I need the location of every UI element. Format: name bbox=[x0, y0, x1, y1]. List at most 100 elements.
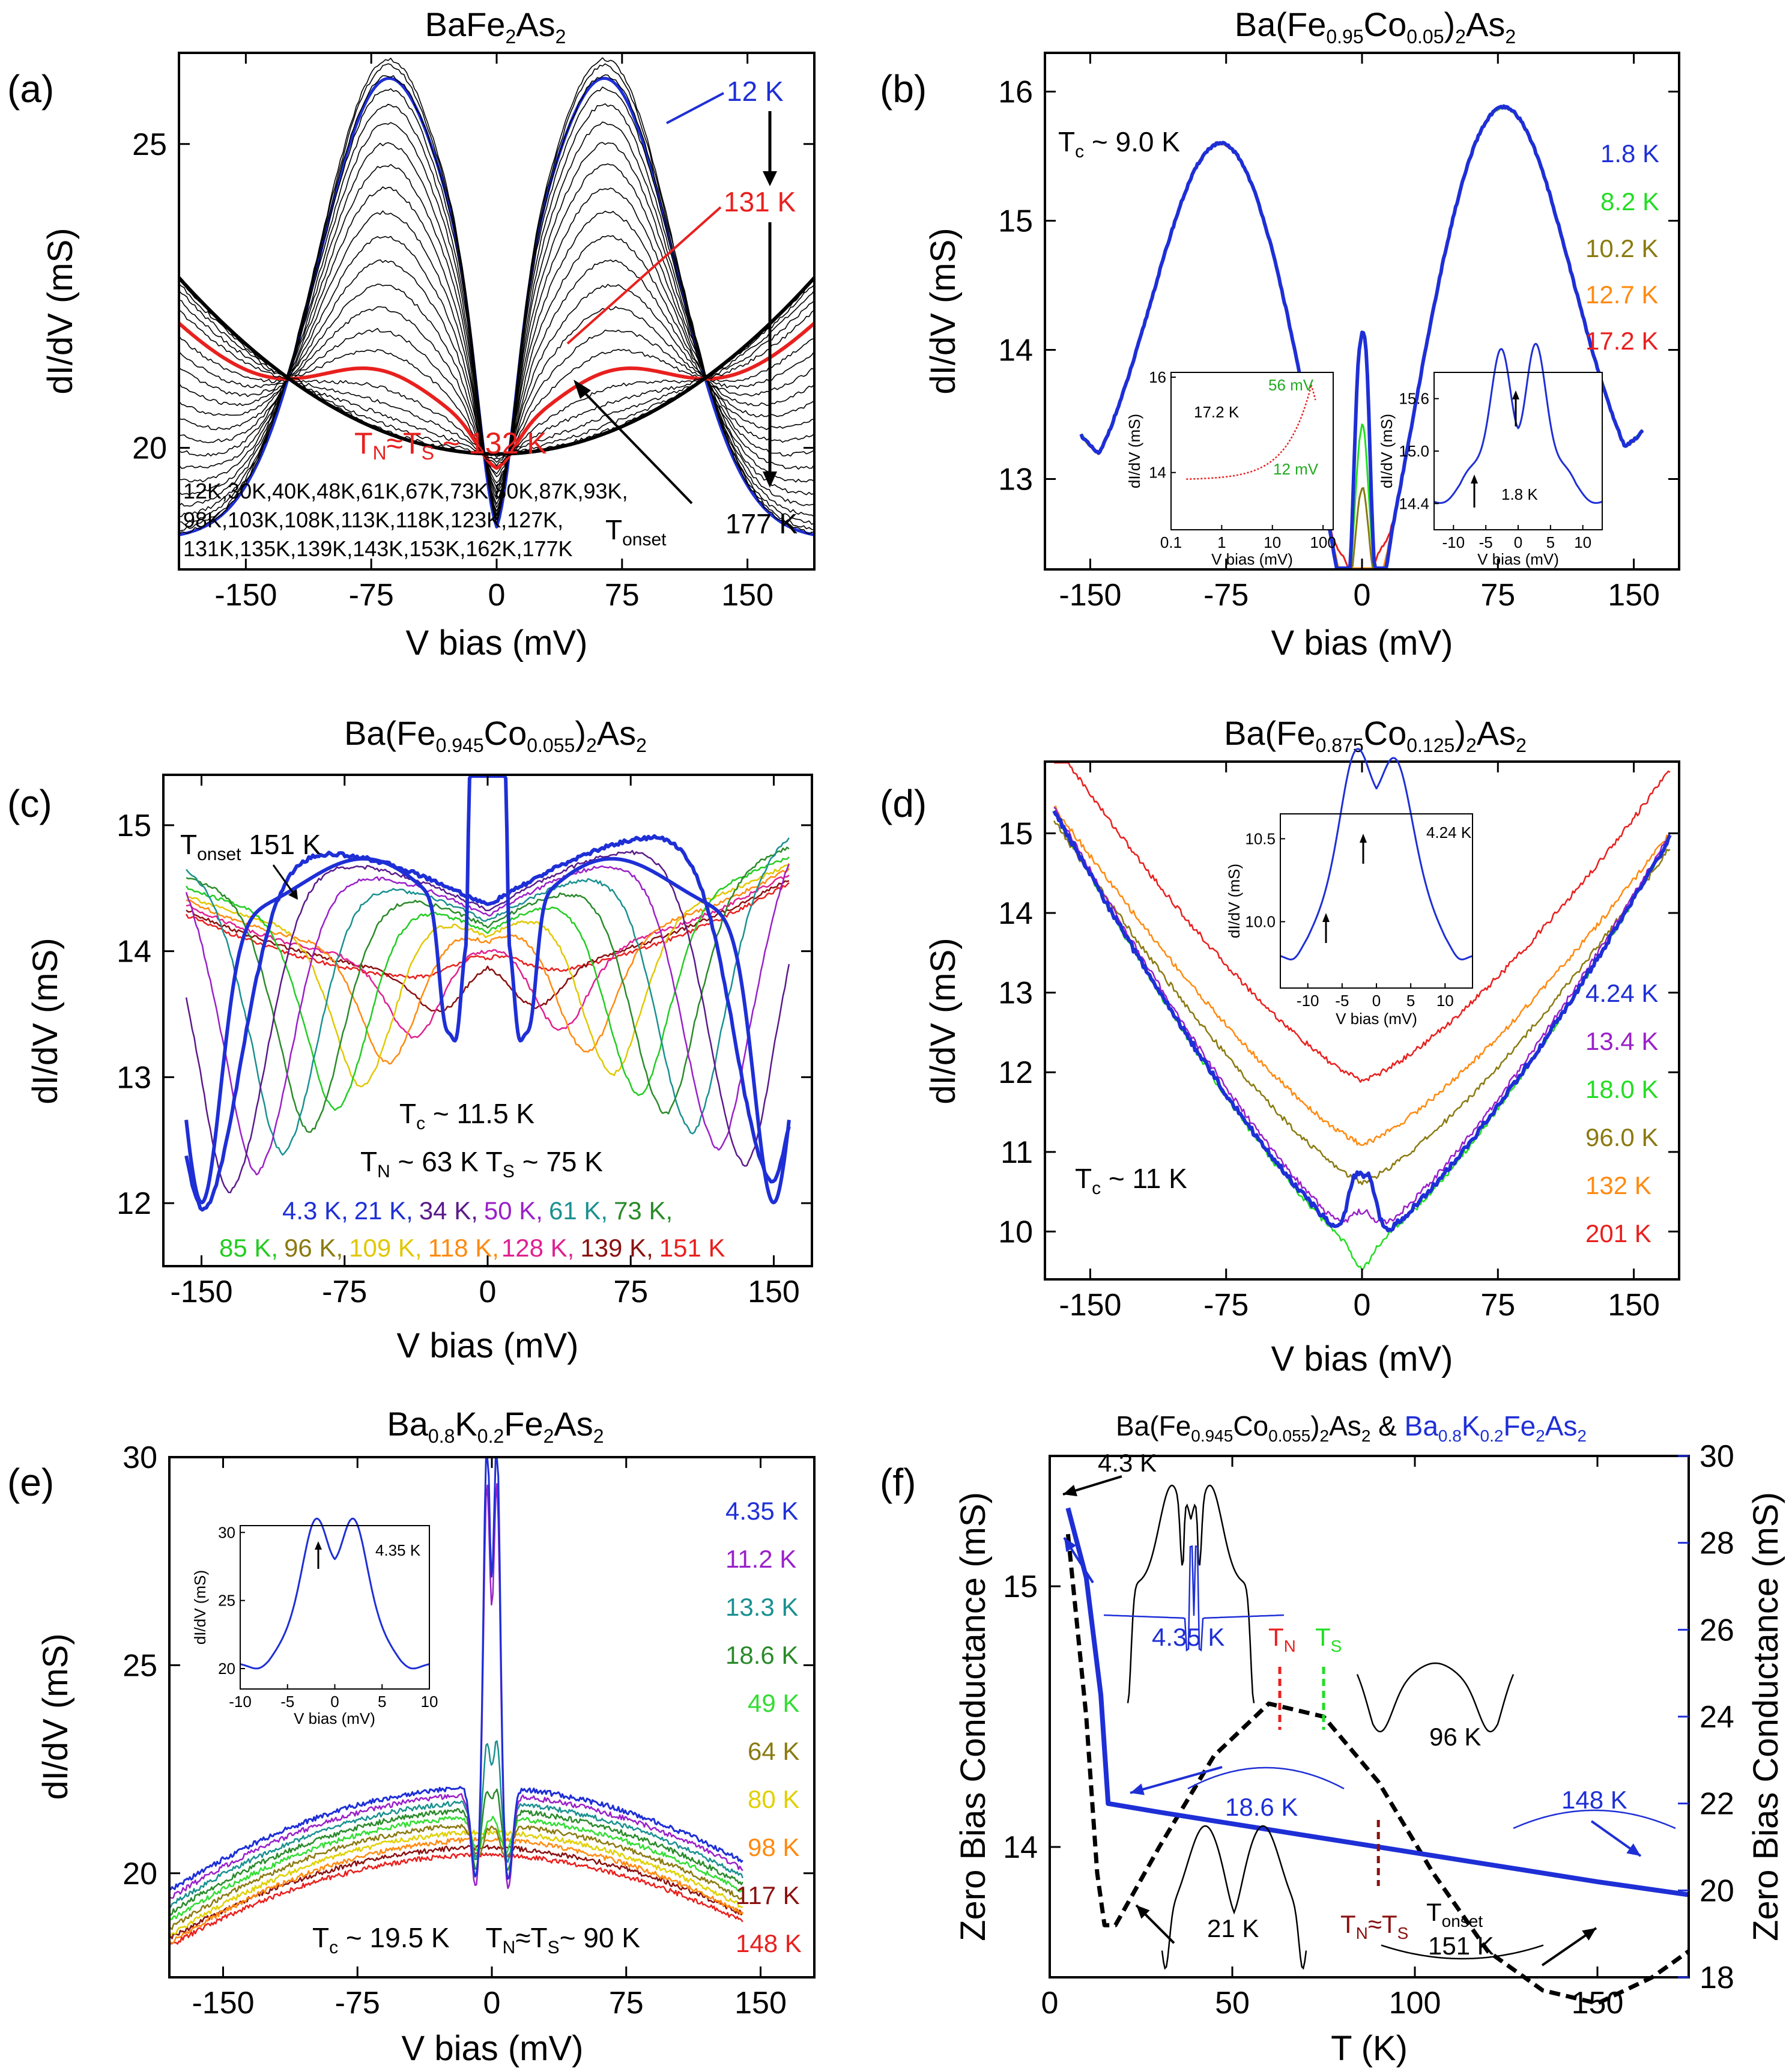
panel-d-legend: 4.24 K 13.4 K 18.0 K 96.0 K 132 K 201 K bbox=[1585, 979, 1658, 1248]
panel-d-ytick-label: 11 bbox=[1000, 1135, 1033, 1170]
panel-c-ytick-label: 14 bbox=[117, 935, 151, 969]
panel-e-legend-3: 13.3 K bbox=[725, 1593, 798, 1621]
panel-f-arrow-148k-head bbox=[1626, 1843, 1641, 1856]
panel-d-letter: (d) bbox=[880, 782, 927, 825]
panel-d-xtick-label: 0 bbox=[1354, 1288, 1371, 1323]
panel-f-xtick-label: 150 bbox=[1572, 1986, 1624, 2021]
panel-e-inset-ytick-label: 30 bbox=[218, 1523, 235, 1541]
panel-f-xtick-label: 0 bbox=[1041, 1986, 1059, 2021]
panel-b-xtick-label: 75 bbox=[1480, 578, 1515, 613]
panel-b-ytick-label: 16 bbox=[998, 75, 1033, 110]
panel-b-tc: Tc ~ 9.0 K bbox=[1058, 126, 1180, 162]
panel-e-curve-4 bbox=[169, 1824, 743, 1930]
panel-d-curves bbox=[1052, 762, 1672, 1271]
panel-a-curve-12k bbox=[178, 76, 815, 536]
panel-a-tonset-value: 177 K bbox=[725, 508, 798, 539]
panel-f-sketch-4-35k bbox=[1103, 1545, 1285, 1652]
panel-c-xlabel: V bias (mV) bbox=[397, 1326, 579, 1365]
panel-f-label-148k: 148 K bbox=[1561, 1786, 1627, 1814]
panel-e-inset-xtick-label: -5 bbox=[280, 1693, 294, 1711]
panel-c-tonset-arrow-head bbox=[288, 889, 298, 900]
panel-b-inset-log-marker-12mv: 12 mV bbox=[1273, 460, 1319, 478]
panel-d-inset-bg bbox=[1280, 814, 1473, 988]
panel-b-inset-lowbias-curve bbox=[1433, 342, 1603, 504]
panel-f-sketch-4-3k bbox=[1127, 1484, 1255, 1703]
panel-f-ytick2-label: 22 bbox=[1700, 1787, 1734, 1822]
panel-e-ticks: -150 -75 0 75 150 20 25 30 bbox=[123, 1440, 814, 2021]
panel-d-inset-xtick-label: -10 bbox=[1297, 992, 1319, 1010]
panel-d-ylabel: dI/dV (mS) bbox=[924, 938, 963, 1104]
panel-f-series-k bbox=[1065, 1507, 1689, 1897]
panel-f-plot-frame bbox=[1049, 1455, 1690, 1979]
panel-b: (b) Ba(Fe0.95Co0.05)2As2 -150 -75 0 75 15013… bbox=[880, 5, 1680, 663]
panel-b-legend-3: 10.2 K bbox=[1585, 234, 1658, 262]
panel-e-inset-curve bbox=[240, 1517, 430, 1670]
panel-c-tn-ts: TN ~ 63 K TS ~ 75 K bbox=[360, 1146, 603, 1181]
panel-c-xtick-label: 0 bbox=[479, 1275, 497, 1309]
panel-e-inset-arrow-head bbox=[315, 1541, 322, 1550]
panel-a-curve-177k bbox=[177, 276, 816, 456]
panel-e-curve-9 bbox=[168, 1457, 743, 1891]
panel-f-ylabel-left: Zero Bias Conductance (mS) bbox=[954, 1492, 993, 1941]
panel-b-legend: 1.8 K 8.2 K 10.2 K 12.7 K 17.2 K bbox=[1585, 139, 1659, 355]
panel-e-legend-9: 117 K bbox=[736, 1881, 800, 1909]
panel-a-tn-label: TN≈TS ~ 132 K bbox=[354, 426, 547, 464]
panel-f-title: Ba(Fe0.945Co0.055)2As2 & Ba0.8K0.2Fe2As2 bbox=[1116, 1410, 1587, 1445]
panel-c-curve-6 bbox=[186, 846, 790, 1133]
panel-e-curve-7 bbox=[169, 1740, 743, 1908]
panel-c-ytick-label: 13 bbox=[117, 1060, 151, 1095]
panel-e-inset-ytick-label: 25 bbox=[218, 1592, 235, 1610]
panel-d-legend-6: 201 K bbox=[1585, 1219, 1651, 1248]
panel-d-ytick-label: 13 bbox=[998, 976, 1033, 1011]
panel-e-curve-3 bbox=[169, 1829, 743, 1936]
panel-d-curve-96k bbox=[1053, 820, 1671, 1186]
panel-f-label-ts: TS bbox=[1315, 1623, 1342, 1655]
panel-b-inset-lowbias-curve-line bbox=[1433, 342, 1603, 504]
panel-e: (e) Ba0.8K0.2Fe2As2 -150 -75 0 75 150202530 … bbox=[7, 1405, 816, 2068]
panel-d-title: Ba(Fe0.875Co0.125)2As2 bbox=[1224, 714, 1527, 756]
panel-f-label-tnts: TN≈TS bbox=[1340, 1910, 1408, 1942]
panel-f-ylabel-right: Zero Bias Conductance (mS) bbox=[1746, 1492, 1785, 1941]
panel-a-xlabel: V bias (mV) bbox=[406, 623, 588, 663]
panel-d-inset-ytick-label: 10.0 bbox=[1245, 913, 1276, 931]
panel-b-ylabel: dI/dV (mS) bbox=[924, 228, 963, 394]
panel-a-title: BaFe2As2 bbox=[425, 5, 566, 47]
panel-b-inset-lowbias-temp: 1.8 K bbox=[1501, 485, 1538, 503]
panel-d-xlabel: V bias (mV) bbox=[1271, 1339, 1453, 1378]
panel-e-curves bbox=[168, 1457, 743, 1947]
panel-e-xtick-label: 75 bbox=[609, 1986, 644, 2021]
panel-b-legend-1: 1.8 K bbox=[1600, 139, 1659, 168]
panel-d-xtick-label: -75 bbox=[1203, 1288, 1249, 1323]
panel-f-label-151k: 151 K bbox=[1428, 1932, 1494, 1960]
panel-f-label-4-3k: 4.3 K bbox=[1098, 1449, 1157, 1477]
panel-e-inset-curve-line bbox=[240, 1517, 430, 1670]
panel-b-inset-lowbias-ytick-label: 15.0 bbox=[1399, 442, 1429, 460]
panel-e-curve-5 bbox=[168, 1815, 743, 1923]
panel-f-ytick-label: 14 bbox=[1003, 1830, 1038, 1865]
panel-c-legend-row1: 4.3 K, 21 K, 34 K, 50 K, 61 K, 73 K, bbox=[282, 1196, 673, 1225]
panel-d-curve-13-4k bbox=[1053, 807, 1671, 1225]
panel-e-legend-5: 49 K bbox=[748, 1689, 799, 1717]
panel-a-curve-30k bbox=[178, 57, 815, 535]
panel-e-legend-4: 18.6 K bbox=[725, 1641, 798, 1669]
panel-b-title: Ba(Fe0.95Co0.05)2As2 bbox=[1235, 5, 1516, 47]
panel-e-ytick-label: 30 bbox=[123, 1440, 157, 1475]
panel-b-inset-log-marker-56mv: 56 mV bbox=[1268, 376, 1314, 394]
panel-f-ytick2-label: 30 bbox=[1700, 1439, 1734, 1474]
panel-f-sketch-21k bbox=[1161, 1825, 1307, 1970]
panel-e-xtick-label: 0 bbox=[483, 1986, 501, 2021]
panel-b-inset-lowbias-xtick-label: -10 bbox=[1442, 533, 1465, 551]
panel-b-inset-log-frame bbox=[1170, 372, 1334, 530]
panel-e-legend-10: 148 K bbox=[736, 1929, 802, 1957]
panel-b-inset-log-temp: 17.2 K bbox=[1194, 403, 1240, 421]
panel-e-legend-2: 11.2 K bbox=[725, 1545, 796, 1573]
panel-a-curve-40k bbox=[178, 63, 815, 532]
panel-c-curve-4 bbox=[186, 863, 790, 1088]
panel-e-letter: (e) bbox=[7, 1461, 54, 1504]
panel-a-arrow-tonset-head bbox=[574, 380, 591, 399]
panel-d-inset-xtick-label: 0 bbox=[1372, 992, 1381, 1010]
panel-d-inset-ylabel: dI/dV (mS) bbox=[1225, 864, 1243, 938]
panel-d-inset-xtick-label: -5 bbox=[1335, 992, 1349, 1010]
